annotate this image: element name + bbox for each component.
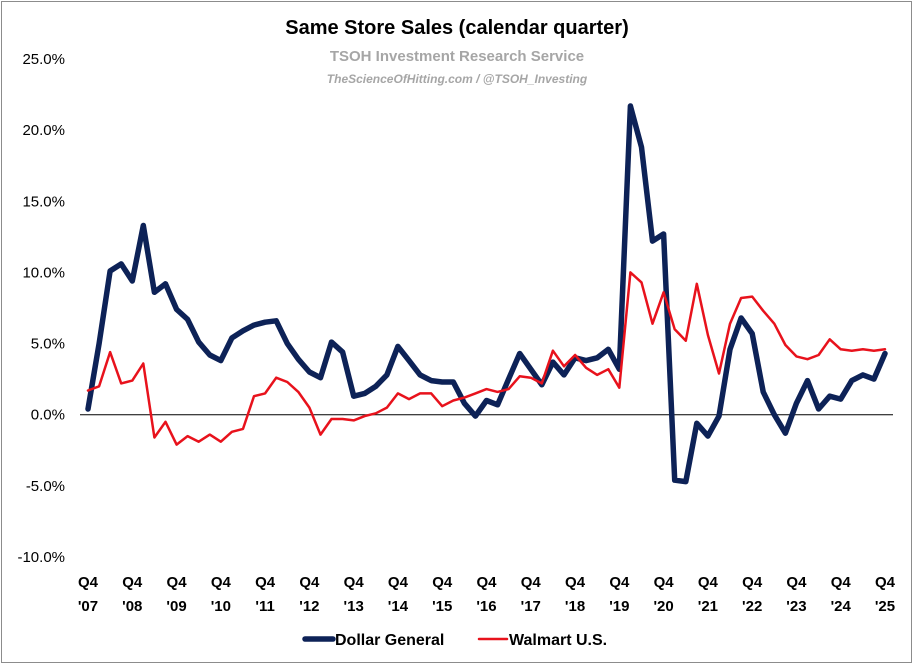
dollar-general-line — [85, 103, 888, 485]
x-tick-label-year: '16 — [476, 598, 496, 615]
walmart-us-line — [86, 271, 887, 446]
x-tick-label-quarter: Q4 — [78, 574, 99, 591]
x-tick-label-quarter: Q4 — [786, 574, 807, 591]
legend-label-walmart-us: Walmart U.S. — [509, 632, 607, 649]
x-tick-label-quarter: Q4 — [344, 574, 365, 591]
y-tick-label: 5.0% — [31, 336, 65, 353]
x-tick-label-year: '12 — [299, 598, 319, 615]
x-tick-label-quarter: Q4 — [299, 574, 320, 591]
x-tick-label-quarter: Q4 — [476, 574, 497, 591]
y-tick-label: 20.0% — [22, 122, 65, 139]
y-tick-label: 25.0% — [22, 51, 65, 68]
x-axis: Q4 '07 Q4 '08 Q4 '09 Q4 '10 Q4 '11 Q4 '12 Q4 '13 Q4 '14… — [78, 414, 896, 615]
x-tick-label-quarter: Q4 — [255, 574, 276, 591]
y-tick-label: -10.0% — [17, 549, 65, 566]
series-layer — [85, 103, 888, 485]
x-tick-label-quarter: Q4 — [609, 574, 630, 591]
chart-legend: Dollar General Walmart U.S. — [302, 632, 607, 649]
x-tick-label-quarter: Q4 — [565, 574, 586, 591]
x-tick-label-year: '10 — [211, 598, 231, 615]
y-tick-label: -5.0% — [26, 478, 65, 495]
x-tick-label-year: '07 — [78, 598, 98, 615]
x-tick-label-quarter: Q4 — [654, 574, 675, 591]
x-tick-label-year: '15 — [432, 598, 452, 615]
x-tick-label-year: '22 — [742, 598, 762, 615]
y-tick-label: 15.0% — [22, 193, 65, 210]
x-tick-label-year: '09 — [166, 598, 186, 615]
x-tick-label-year: '17 — [521, 598, 541, 615]
x-tick-label-year: '25 — [875, 598, 895, 615]
x-tick-label-quarter: Q4 — [742, 574, 763, 591]
x-tick-label-year: '21 — [698, 598, 718, 615]
x-tick-label-year: '14 — [388, 598, 409, 615]
x-tick-label-quarter: Q4 — [432, 574, 453, 591]
y-tick-label: 10.0% — [22, 264, 65, 281]
x-tick-label-year: '23 — [786, 598, 806, 615]
x-tick-label-quarter: Q4 — [875, 574, 896, 591]
x-tick-label-year: '20 — [653, 598, 673, 615]
x-tick-label-year: '18 — [565, 598, 585, 615]
chart-title: Same Store Sales (calendar quarter) — [285, 17, 628, 39]
x-tick-label-quarter: Q4 — [122, 574, 143, 591]
x-tick-label-year: '19 — [609, 598, 629, 615]
chart-subtitle: TSOH Investment Research Service — [330, 48, 584, 65]
x-tick-label-quarter: Q4 — [211, 574, 232, 591]
x-tick-label-quarter: Q4 — [698, 574, 719, 591]
chart-credit: TheScienceOfHitting.com / @TSOH_Investin… — [327, 72, 588, 86]
x-tick-label-quarter: Q4 — [831, 574, 852, 591]
x-tick-label-year: '13 — [344, 598, 364, 615]
x-tick-label-quarter: Q4 — [388, 574, 409, 591]
x-tick-label-year: '08 — [122, 598, 142, 615]
x-tick-label-year: '11 — [255, 598, 274, 615]
x-tick-label-quarter: Q4 — [521, 574, 542, 591]
x-tick-label-quarter: Q4 — [167, 574, 188, 591]
x-tick-label-year: '24 — [831, 598, 852, 615]
y-tick-label: 0.0% — [31, 407, 65, 424]
y-axis: -10.0% -5.0% 0.0% 5.0% 10.0% 15.0% 20.0% 25.0% — [17, 51, 65, 566]
legend-label-dollar-general: Dollar General — [335, 632, 444, 649]
